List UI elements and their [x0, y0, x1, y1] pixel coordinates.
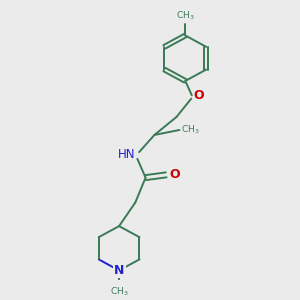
Text: O: O	[170, 168, 180, 182]
Text: O: O	[193, 89, 204, 102]
Text: CH$_3$: CH$_3$	[110, 286, 128, 298]
Text: N: N	[114, 264, 124, 277]
Text: CH$_3$: CH$_3$	[181, 124, 199, 136]
Text: HN: HN	[118, 148, 135, 161]
Text: CH$_3$: CH$_3$	[176, 10, 195, 22]
